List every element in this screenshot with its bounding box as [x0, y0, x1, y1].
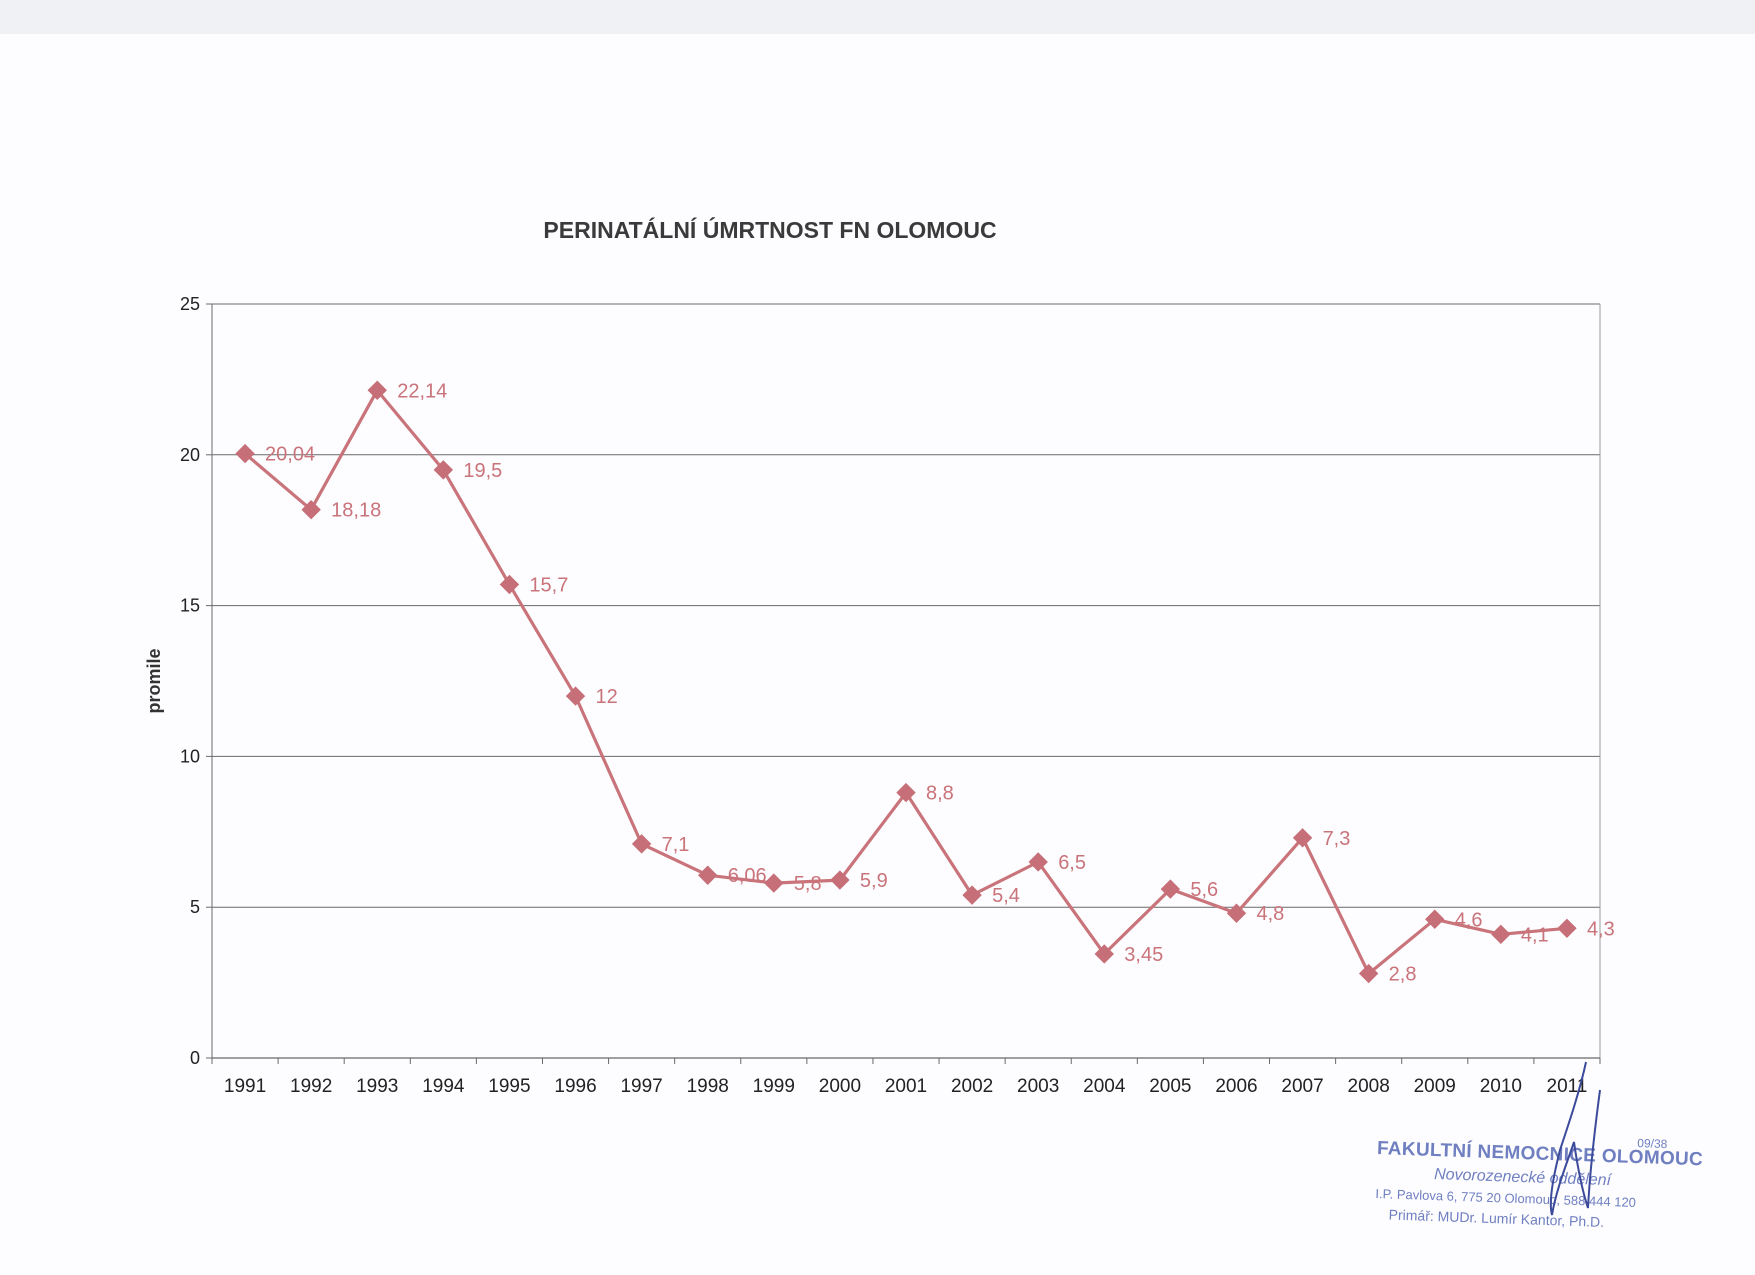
data-point-2002 — [962, 885, 982, 905]
series-promile — [235, 380, 1577, 984]
chart-title: PERINATÁLNÍ ÚMRTNOST FN OLOMOUC — [543, 216, 996, 243]
x-tick-label-2011: 2011 — [1547, 1076, 1588, 1097]
data-point-1991 — [235, 443, 255, 464]
x-tick-label-1997: 1997 — [620, 1076, 662, 1097]
data-point-2010 — [1491, 924, 1511, 945]
x-tick-label-1996: 1996 — [554, 1076, 596, 1097]
y-tick-label-25: 25 — [180, 294, 200, 314]
data-point-1992 — [301, 499, 321, 520]
data-label-2005: 5,6 — [1190, 879, 1218, 901]
x-tick-label-2001: 2001 — [885, 1076, 927, 1097]
data-label-1991: 20,04 — [265, 444, 315, 466]
x-tick-label-2008: 2008 — [1348, 1076, 1390, 1097]
x-tick-label-2004: 2004 — [1083, 1076, 1126, 1097]
x-tick-label-1995: 1995 — [488, 1076, 530, 1097]
x-tick-label-2005: 2005 — [1149, 1076, 1191, 1097]
x-tick-label-1992: 1992 — [290, 1076, 332, 1097]
gridlines — [212, 303, 1600, 908]
x-tick-label-1991: 1991 — [224, 1076, 266, 1097]
data-point-1997 — [631, 834, 652, 854]
y-axis-label: promile — [144, 648, 164, 713]
x-tick-label-2007: 2007 — [1281, 1076, 1323, 1097]
data-label-2009: 4,6 — [1455, 909, 1483, 931]
data-label-2006: 4,8 — [1256, 903, 1284, 925]
data-label-2000: 5,9 — [860, 870, 888, 892]
data-point-2005 — [1160, 879, 1181, 899]
y-tick-label-20: 20 — [180, 445, 200, 465]
data-point-2007 — [1292, 828, 1313, 848]
stamp-department: Novorozenecké oddělení — [1433, 1165, 1612, 1190]
data-label-1998: 6,06 — [728, 865, 767, 887]
y-tick-label-15: 15 — [180, 596, 200, 616]
stamp-head: Primář: MUDr. Lumír Kantor, Ph.D. — [1388, 1206, 1605, 1230]
data-label-1993: 22,14 — [397, 380, 447, 402]
x-tick-label-2009: 2009 — [1414, 1076, 1456, 1097]
data-point-2003 — [1028, 852, 1048, 872]
data-label-2010: 4,1 — [1521, 924, 1549, 946]
x-tick-label-1999: 1999 — [753, 1076, 795, 1097]
data-label-1997: 7,1 — [662, 834, 690, 856]
data-point-2009 — [1425, 909, 1445, 929]
data-label-2003: 6,5 — [1058, 852, 1086, 874]
y-tick-label-5: 5 — [190, 897, 200, 917]
data-label-2001: 8,8 — [926, 783, 954, 805]
data-point-2008 — [1358, 963, 1379, 984]
data-point-2000 — [830, 870, 850, 890]
data-labels: 20,04 18,18 22,14 19,5 15,7 12 7,1 6,06 5,8 5,9 8,… — [265, 380, 1615, 985]
data-label-1996: 12 — [596, 686, 618, 708]
data-label-2007: 7,3 — [1323, 828, 1351, 850]
axes: 0 5 10 15 20 25 1991 1992 1993 1994 1995 1996 1997 19… — [180, 294, 1601, 1097]
data-label-2002: 5,4 — [992, 885, 1020, 907]
data-point-2006 — [1226, 903, 1247, 923]
data-point-1993 — [367, 380, 387, 400]
data-label-2008: 2,8 — [1389, 964, 1417, 986]
data-label-1999: 5,8 — [794, 873, 822, 895]
x-tick-label-2006: 2006 — [1215, 1076, 1257, 1097]
x-tick-label-1994: 1994 — [422, 1076, 465, 1097]
data-label-2011: 4,3 — [1587, 918, 1615, 940]
x-tick-label-2000: 2000 — [819, 1076, 861, 1097]
data-point-2011 — [1557, 918, 1577, 939]
x-tick-label-2002: 2002 — [951, 1076, 993, 1097]
x-tick-label-1993: 1993 — [356, 1076, 398, 1097]
y-tick-label-10: 10 — [180, 746, 200, 766]
data-label-1992: 18,18 — [331, 500, 381, 522]
data-label-1995: 15,7 — [529, 574, 568, 596]
y-tick-label-0: 0 — [190, 1048, 200, 1068]
data-point-2004 — [1094, 944, 1114, 964]
data-label-2004: 3,45 — [1124, 944, 1163, 966]
data-point-2001 — [896, 782, 916, 803]
x-tick-label-1998: 1998 — [687, 1076, 729, 1097]
data-label-1994: 19,5 — [463, 460, 502, 482]
data-point-1999 — [764, 873, 784, 893]
x-tick-label-2003: 2003 — [1017, 1076, 1059, 1097]
hospital-stamp: 09/38 FAKULTNÍ NEMOCNICE OLOMOUC Novoroz… — [1374, 1120, 1703, 1241]
scan-edge — [0, 0, 1755, 34]
x-tick-label-2010: 2010 — [1480, 1076, 1522, 1097]
data-point-1995 — [499, 574, 520, 595]
data-point-1996 — [565, 686, 586, 706]
data-point-1994 — [433, 460, 454, 480]
data-point-1998 — [698, 865, 718, 885]
